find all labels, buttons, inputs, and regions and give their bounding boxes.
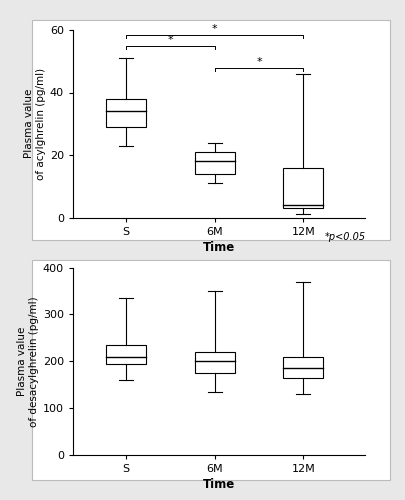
Bar xyxy=(106,99,146,127)
Text: *: * xyxy=(211,24,217,34)
Text: *: * xyxy=(167,35,173,45)
Bar xyxy=(194,152,234,174)
X-axis label: Time: Time xyxy=(202,240,235,254)
Text: *p<0.05: *p<0.05 xyxy=(324,232,364,242)
Bar xyxy=(283,168,322,208)
Y-axis label: Plasma value
of acylghrelin (pg/ml): Plasma value of acylghrelin (pg/ml) xyxy=(24,68,46,180)
Bar xyxy=(106,345,146,364)
Bar xyxy=(283,356,322,378)
Y-axis label: Plasma value
of desacylghrelin (pg/ml): Plasma value of desacylghrelin (pg/ml) xyxy=(17,296,38,426)
Bar xyxy=(194,352,234,373)
Text: *: * xyxy=(256,57,261,67)
X-axis label: Time: Time xyxy=(202,478,235,491)
